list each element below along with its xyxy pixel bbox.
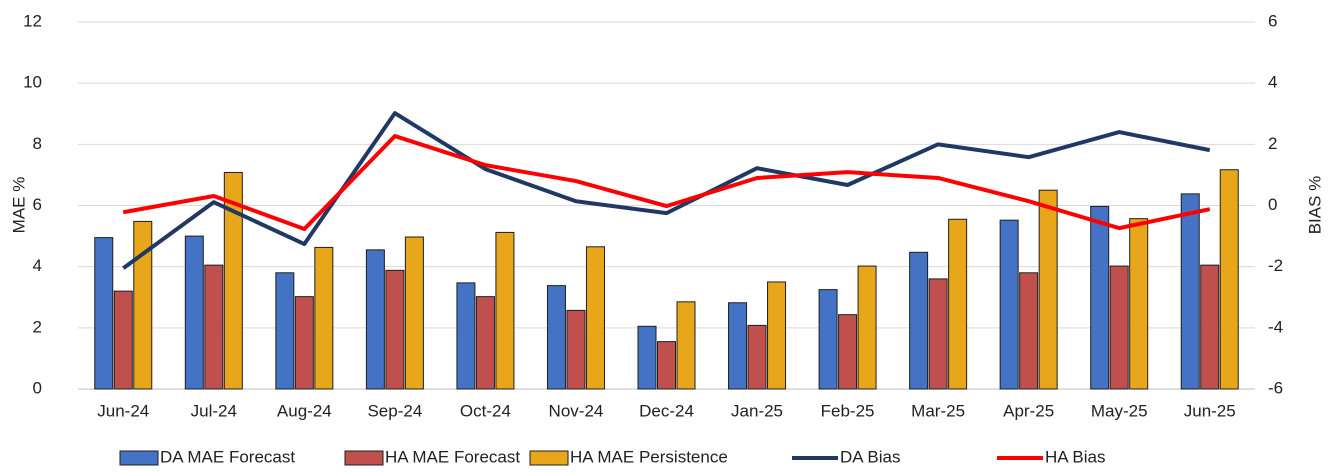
y-tick-label: 4 <box>33 256 42 275</box>
bar <box>94 237 114 390</box>
x-tick-label: Nov-24 <box>549 401 604 420</box>
bar <box>294 296 314 390</box>
legend-label: HA MAE Forecast <box>385 447 520 466</box>
y2-tick-label: 4 <box>1268 73 1277 92</box>
bar <box>223 171 243 390</box>
x-tick-label: Apr-25 <box>1003 401 1054 420</box>
bar <box>133 220 153 390</box>
x-tick-label: Jan-25 <box>731 401 783 420</box>
bar <box>113 290 133 390</box>
y2-tick-label: 6 <box>1268 11 1277 30</box>
x-tick-label: Jun-24 <box>97 401 149 420</box>
y-tick-label: 2 <box>33 317 42 336</box>
bar <box>747 324 767 390</box>
x-tick-label: May-25 <box>1091 401 1148 420</box>
x-tick-label: Jul-24 <box>191 401 237 420</box>
x-tick-label: Mar-25 <box>911 401 965 420</box>
bar <box>495 231 515 390</box>
bar <box>1038 189 1058 390</box>
bar <box>1200 264 1220 390</box>
bar <box>1180 193 1200 390</box>
bar <box>818 289 838 390</box>
y2-tick-label: -6 <box>1268 378 1283 397</box>
bar <box>767 281 787 390</box>
bar <box>475 296 495 390</box>
bar <box>314 246 334 390</box>
bar <box>546 285 566 390</box>
bar <box>909 251 929 390</box>
bar <box>728 302 748 390</box>
bar <box>657 341 676 390</box>
x-tick-label: Jun-25 <box>1184 401 1236 420</box>
y-tick-label: 6 <box>33 195 42 214</box>
bar <box>204 264 224 390</box>
bar <box>566 309 586 390</box>
legend-swatch <box>529 450 569 466</box>
bar <box>928 278 948 390</box>
legend-swatch <box>119 450 159 466</box>
y-axis-label: MAE % <box>9 177 28 234</box>
x-tick-label: Sep-24 <box>367 401 422 420</box>
bar <box>857 265 877 390</box>
bar <box>404 236 424 390</box>
y-tick-label: 8 <box>33 134 42 153</box>
x-tick-label: Oct-24 <box>460 401 511 420</box>
y-tick-label: 0 <box>33 378 42 397</box>
bar <box>365 249 385 390</box>
bar <box>456 282 476 390</box>
x-tick-label: Dec-24 <box>639 401 694 420</box>
y-tick-label: 12 <box>23 11 42 30</box>
line <box>122 134 1211 232</box>
bar <box>637 325 657 390</box>
bar <box>1019 272 1039 390</box>
bar <box>676 301 696 390</box>
bar <box>275 272 295 390</box>
line <box>122 111 1211 270</box>
y2-tick-label: 0 <box>1268 195 1277 214</box>
bar <box>385 269 405 390</box>
bar <box>1219 169 1239 390</box>
x-tick-label: Feb-25 <box>821 401 875 420</box>
y-tick-label: 10 <box>23 73 42 92</box>
bar <box>585 246 605 390</box>
bar <box>1090 205 1110 390</box>
bar <box>838 314 858 390</box>
bar <box>184 235 204 390</box>
bar <box>999 219 1019 390</box>
legend-swatch <box>344 450 384 466</box>
legend-label: DA Bias <box>840 447 900 466</box>
bar <box>1109 265 1129 390</box>
y2-tick-label: 2 <box>1268 134 1277 153</box>
legend-label: DA MAE Forecast <box>160 447 295 466</box>
y2-tick-label: -2 <box>1268 256 1283 275</box>
legend-label: HA MAE Persistence <box>570 447 728 466</box>
bar <box>948 218 968 390</box>
legend-label: HA Bias <box>1045 447 1105 466</box>
x-tick-label: Aug-24 <box>277 401 332 420</box>
y2-tick-label: -4 <box>1268 317 1283 336</box>
y2-axis-label: BIAS % <box>1305 176 1324 235</box>
bar <box>1129 218 1149 390</box>
